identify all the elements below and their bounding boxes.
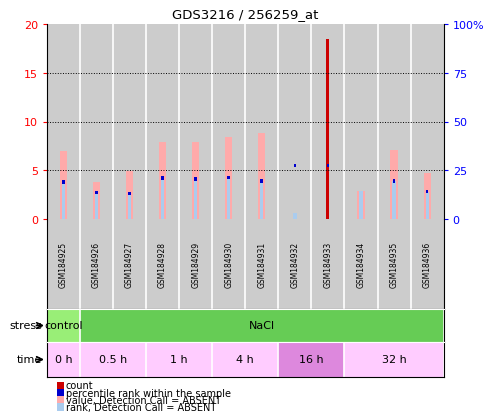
Bar (62, 183, 65, 219)
Bar (390, 150, 398, 219)
Bar (159, 142, 166, 219)
Bar (227, 178, 230, 219)
Bar (258, 134, 265, 219)
Bar (327, 164, 329, 168)
Bar (47, 309, 80, 342)
Bar (146, 25, 179, 219)
Bar (411, 25, 444, 219)
Bar (60, 152, 67, 219)
Bar (194, 180, 197, 219)
Text: NaCl: NaCl (249, 321, 275, 331)
Bar (392, 182, 396, 219)
Bar (161, 178, 164, 219)
Text: GSM184932: GSM184932 (290, 241, 299, 287)
Bar (326, 40, 329, 219)
Bar (345, 342, 444, 377)
Text: stress: stress (9, 321, 42, 331)
Bar (260, 180, 263, 183)
Bar (425, 192, 429, 219)
Bar (359, 191, 363, 219)
Text: GSM184931: GSM184931 (257, 241, 266, 287)
Text: 0.5 h: 0.5 h (99, 355, 127, 365)
Bar (345, 25, 378, 219)
Bar (192, 142, 199, 219)
Bar (47, 25, 80, 219)
Text: 16 h: 16 h (299, 355, 324, 365)
Bar (47, 342, 80, 377)
Text: GSM184926: GSM184926 (92, 241, 101, 287)
Text: 32 h: 32 h (382, 355, 406, 365)
Bar (260, 182, 263, 219)
Bar (161, 177, 164, 180)
Text: GSM184935: GSM184935 (389, 241, 399, 287)
Text: rank, Detection Call = ABSENT: rank, Detection Call = ABSENT (66, 402, 216, 412)
Text: control: control (44, 321, 83, 331)
Bar (212, 342, 279, 377)
Bar (357, 191, 365, 219)
Text: GSM184927: GSM184927 (125, 241, 134, 287)
Bar (426, 191, 428, 194)
Text: percentile rank within the sample: percentile rank within the sample (66, 388, 231, 398)
Bar (95, 192, 98, 195)
Text: 4 h: 4 h (236, 355, 254, 365)
Bar (378, 25, 411, 219)
Bar (212, 25, 246, 219)
Bar (293, 164, 296, 168)
Text: time: time (17, 355, 42, 365)
Text: value, Detection Call = ABSENT: value, Detection Call = ABSENT (66, 395, 221, 405)
Bar (225, 138, 232, 219)
Bar (113, 25, 146, 219)
Bar (393, 180, 395, 183)
Bar (179, 25, 212, 219)
Bar (146, 342, 212, 377)
Bar (126, 172, 133, 219)
Bar (423, 174, 431, 219)
Bar (279, 25, 312, 219)
Bar (312, 25, 345, 219)
Text: GSM184930: GSM184930 (224, 241, 233, 287)
Bar (62, 181, 65, 184)
Bar (279, 342, 345, 377)
Bar (293, 214, 296, 219)
Bar (227, 176, 230, 179)
Text: count: count (66, 380, 93, 391)
Bar (194, 178, 197, 181)
Text: GSM184925: GSM184925 (59, 241, 68, 287)
Text: GSM184934: GSM184934 (356, 241, 365, 287)
Text: GSM184929: GSM184929 (191, 241, 200, 287)
Bar (128, 194, 131, 219)
Bar (93, 183, 100, 219)
Bar (80, 342, 146, 377)
Text: GDS3216 / 256259_at: GDS3216 / 256259_at (172, 8, 318, 21)
Text: GSM184928: GSM184928 (158, 242, 167, 287)
Text: GSM184936: GSM184936 (423, 241, 432, 287)
Bar (80, 25, 113, 219)
Text: GSM184933: GSM184933 (323, 241, 332, 287)
Text: 0 h: 0 h (55, 355, 72, 365)
Bar (95, 193, 98, 219)
Bar (245, 25, 279, 219)
Text: 1 h: 1 h (170, 355, 188, 365)
Bar (128, 192, 131, 196)
